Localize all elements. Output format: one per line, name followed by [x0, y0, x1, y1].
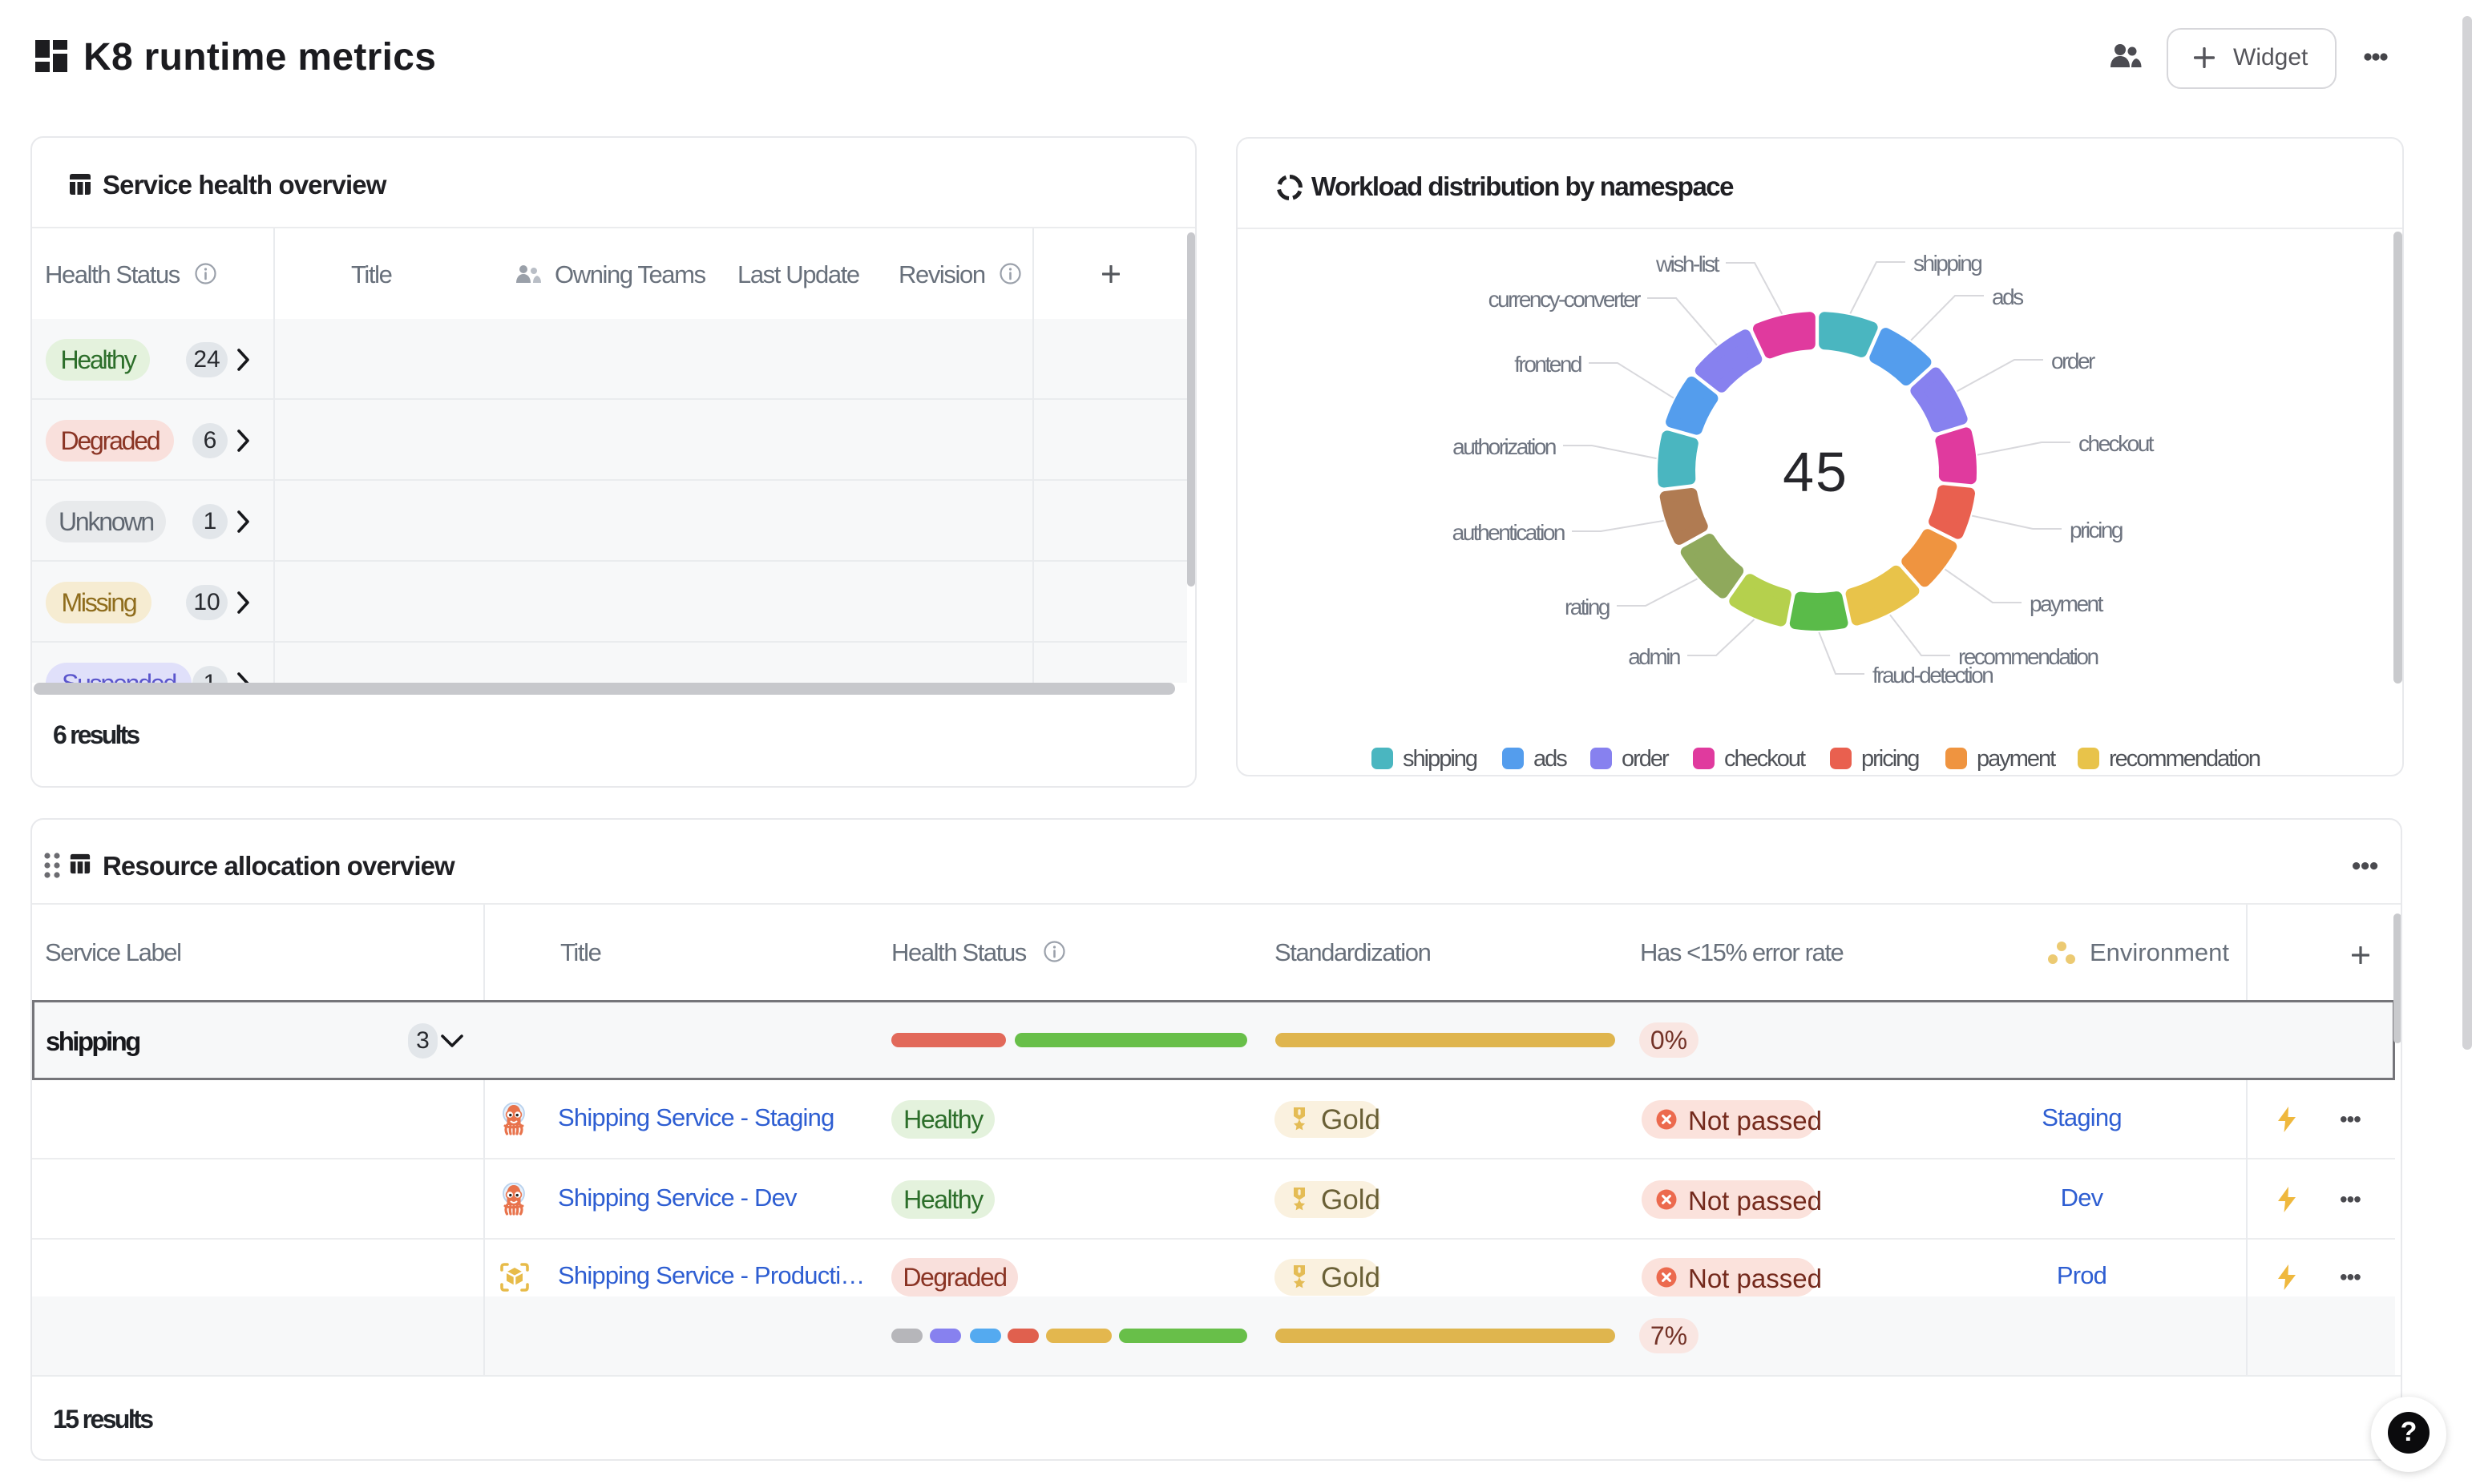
svg-text:order: order [1622, 746, 1670, 772]
svg-text:checkout: checkout [2078, 431, 2155, 456]
svg-text:ads: ads [1533, 746, 1567, 772]
svg-text:45: 45 [1783, 441, 1848, 503]
svg-text:pricing: pricing [2070, 518, 2123, 542]
svg-text:recommendation: recommendation [2109, 746, 2260, 772]
svg-text:ads: ads [1992, 284, 2023, 309]
svg-text:pricing: pricing [1861, 746, 1919, 772]
svg-text:frontend: frontend [1514, 352, 1581, 377]
svg-text:currency-converter: currency-converter [1488, 287, 1642, 312]
svg-text:authorization: authorization [1452, 434, 1556, 459]
svg-text:shipping: shipping [1913, 251, 1981, 276]
svg-text:shipping: shipping [1403, 746, 1477, 772]
svg-text:rating: rating [1565, 595, 1610, 619]
svg-text:wish-list: wish-list [1655, 252, 1720, 276]
svg-text:authentication: authentication [1452, 520, 1565, 545]
svg-text:order: order [2051, 349, 2095, 373]
svg-text:payment: payment [1977, 746, 2056, 772]
svg-text:checkout: checkout [1724, 746, 1806, 772]
svg-text:fraud-detection: fraud-detection [1872, 663, 1993, 688]
svg-text:payment: payment [2030, 591, 2104, 616]
svg-text:admin: admin [1628, 644, 1680, 669]
svg-text:recommendation: recommendation [1958, 644, 2098, 669]
